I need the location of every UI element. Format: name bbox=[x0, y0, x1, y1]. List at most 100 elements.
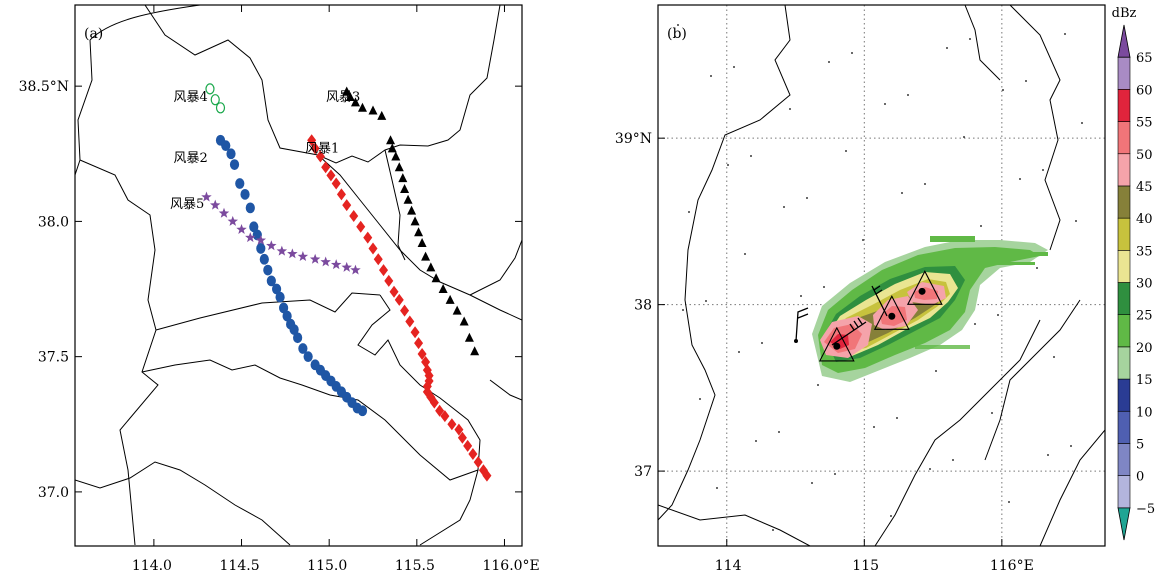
colorbar-tick-label: 25 bbox=[1136, 309, 1153, 324]
y-tick-label-a: 37.0 bbox=[38, 485, 69, 501]
storm-track-point bbox=[414, 337, 424, 350]
storm-track-point bbox=[330, 259, 342, 270]
storm-track-point bbox=[229, 159, 240, 170]
station-mark bbox=[1075, 220, 1077, 222]
station-dot bbox=[794, 339, 798, 343]
storm-track-point bbox=[282, 310, 292, 322]
storm-track-point bbox=[357, 405, 368, 417]
storm-track-point bbox=[255, 234, 267, 245]
station-mark bbox=[834, 473, 836, 475]
storm-track-point bbox=[321, 161, 331, 174]
station-mark bbox=[755, 440, 757, 442]
storm-track-point bbox=[417, 347, 427, 360]
station-mark bbox=[688, 211, 690, 213]
storm-triangle bbox=[906, 270, 943, 305]
storm-track-point bbox=[368, 242, 378, 255]
storm-track-point bbox=[429, 396, 439, 409]
storm-track-point bbox=[426, 262, 436, 272]
x-tick-label-b: 114 bbox=[715, 558, 742, 574]
storm-track-point bbox=[345, 91, 355, 101]
storm-track-point bbox=[459, 316, 469, 326]
storm-track-point bbox=[205, 83, 215, 95]
storm-track-point bbox=[310, 142, 320, 155]
y-tick-label-a: 37.5 bbox=[38, 350, 69, 366]
marks-a bbox=[201, 83, 492, 482]
storm-track-point bbox=[389, 285, 399, 298]
colorbar-swatch bbox=[1117, 153, 1131, 187]
colorbar-tick-label: 60 bbox=[1136, 83, 1153, 98]
colorbar-tick-label: 20 bbox=[1136, 341, 1153, 356]
storm-track-point bbox=[357, 102, 367, 112]
storm-track-point bbox=[309, 253, 321, 264]
station-mark bbox=[980, 225, 982, 227]
colorbar-tick-label: 0 bbox=[1136, 470, 1144, 485]
station-mark bbox=[901, 192, 903, 194]
colorbar-tick-label: 35 bbox=[1136, 244, 1153, 259]
storm-track-point bbox=[303, 351, 313, 363]
wind-barb-icon bbox=[795, 307, 809, 342]
colorbar-tick-label: 30 bbox=[1136, 277, 1153, 292]
storm-track-point bbox=[307, 134, 317, 147]
colorbar-swatch bbox=[1117, 443, 1131, 476]
station-mark bbox=[851, 52, 853, 54]
storm-track-point bbox=[452, 305, 462, 315]
y-tick-label-b: 38 bbox=[634, 298, 652, 314]
station-mark bbox=[811, 482, 813, 484]
x-tick-label-a: 115.0 bbox=[307, 558, 347, 574]
storm-track-point bbox=[293, 332, 303, 344]
panel-b: 114 115 116°E 37 38 39°N (b) bbox=[615, 4, 1106, 574]
storm-center-dot bbox=[833, 342, 841, 350]
station-mark bbox=[924, 183, 926, 185]
colorbar-tick-label: 45 bbox=[1136, 180, 1153, 195]
station-mark bbox=[1070, 445, 1072, 447]
station-mark bbox=[778, 431, 780, 433]
storm-track-point bbox=[287, 248, 298, 259]
station-mark bbox=[750, 155, 752, 157]
storm-track-point bbox=[276, 245, 288, 256]
colorbar-swatch bbox=[1117, 217, 1131, 251]
storm-track-point bbox=[201, 191, 212, 202]
station-mark bbox=[907, 94, 909, 96]
colorbar-swatch bbox=[1117, 475, 1131, 509]
station-mark bbox=[716, 487, 718, 489]
storm-track-point bbox=[417, 238, 427, 248]
province-borders-b bbox=[658, 5, 1105, 546]
x-tick-label-a: 114.0 bbox=[132, 558, 172, 574]
storm-track-point bbox=[463, 439, 473, 452]
storm-track-point bbox=[473, 456, 483, 469]
storm-track-point bbox=[298, 343, 308, 354]
storm-center-dot bbox=[888, 312, 896, 320]
station-mark bbox=[772, 529, 774, 531]
station-mark bbox=[1002, 89, 1004, 91]
storm-track-point bbox=[210, 199, 221, 210]
station-mark bbox=[1042, 169, 1044, 171]
colorbar-tick-label: 65 bbox=[1136, 51, 1153, 66]
storm-center-dot bbox=[918, 287, 926, 295]
storm-triangle bbox=[818, 326, 855, 362]
station-mark bbox=[862, 239, 864, 241]
station-mark bbox=[789, 108, 791, 110]
echo-streak bbox=[930, 236, 975, 242]
station-mark bbox=[677, 24, 679, 26]
storm-track-point bbox=[400, 183, 410, 193]
storm-track-point bbox=[215, 102, 226, 114]
x-tick-label-b: 116°E bbox=[990, 558, 1034, 574]
storm-track-point bbox=[410, 326, 420, 339]
station-mark bbox=[997, 314, 999, 316]
panel-a: 114.0 114.5 115.0 115.5 116.0°E 37.0 37.5 38.0 3… bbox=[19, 4, 540, 574]
station-mark bbox=[929, 468, 931, 470]
colorbar-swatch bbox=[1117, 24, 1131, 58]
wind-barb-icon bbox=[871, 285, 888, 317]
storm-track-point bbox=[256, 243, 266, 254]
storm-track-point bbox=[391, 151, 401, 161]
station-mark bbox=[1064, 33, 1066, 35]
storm-track-point bbox=[341, 261, 352, 272]
storm-label: 风暴3 bbox=[326, 90, 360, 105]
storm-track-point bbox=[342, 86, 352, 96]
storm-track-point bbox=[235, 178, 245, 189]
station-mark bbox=[705, 300, 707, 302]
station-mark bbox=[828, 61, 830, 63]
storm-track-point bbox=[435, 404, 445, 417]
station-mark bbox=[935, 370, 937, 372]
